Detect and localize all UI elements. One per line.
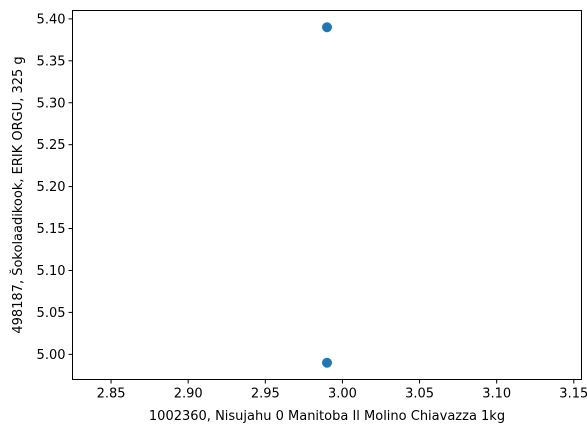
- x-axis: 2.85 2.90 2.95 3.00 3.05 3.10 3.15: [97, 379, 587, 402]
- y-tick-label: 5.15: [37, 222, 66, 237]
- y-tick-label: 5.40: [37, 12, 66, 27]
- data-points: [322, 22, 332, 368]
- x-tick-label: 2.95: [251, 387, 280, 402]
- x-tick-label: 3.05: [405, 387, 434, 402]
- x-tick-label: 2.90: [174, 387, 203, 402]
- x-tick-label: 3.00: [328, 387, 357, 402]
- y-tick-label: 5.05: [37, 306, 66, 321]
- y-tick-label: 5.20: [37, 180, 66, 195]
- y-axis: 5.00 5.05 5.10 5.15 5.20 5.25 5.30 5.35 5.40: [37, 12, 73, 363]
- y-tick-label: 5.35: [37, 54, 66, 69]
- x-axis-label: 1002360, Nisujahu 0 Manitoba Il Molino C…: [149, 409, 505, 424]
- y-tick-label: 5.00: [37, 348, 66, 363]
- y-tick-label: 5.10: [37, 264, 66, 279]
- plot-frame: [72, 10, 582, 380]
- x-tick-label: 2.85: [97, 387, 126, 402]
- x-tick-label: 3.10: [482, 387, 511, 402]
- data-point: [322, 22, 332, 33]
- y-tick-label: 5.30: [37, 96, 66, 111]
- y-axis-label: 498187, Šokolaadikook, ERIK ORGU, 325 g: [10, 56, 26, 333]
- data-point: [322, 357, 332, 368]
- y-tick-label: 5.25: [37, 138, 66, 153]
- x-tick-label: 3.15: [559, 387, 587, 402]
